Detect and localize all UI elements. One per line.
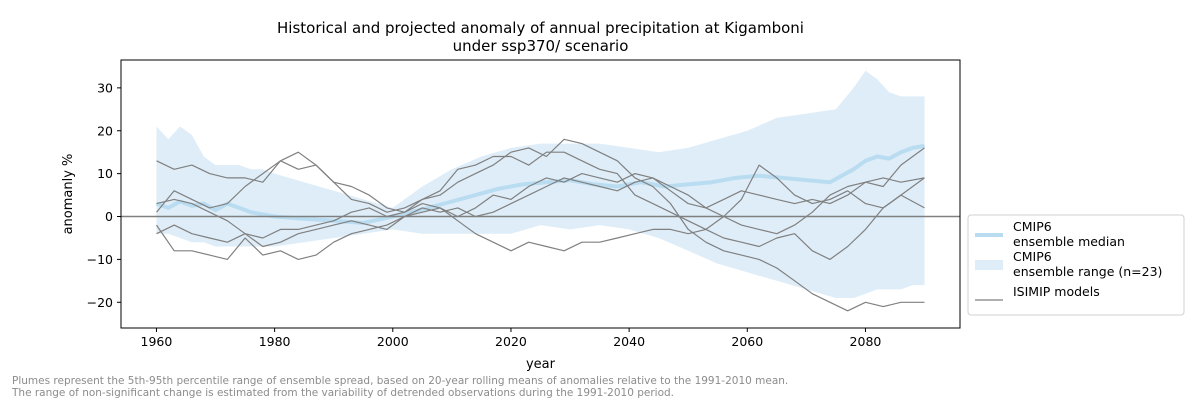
ensemble-median-line (155, 143, 925, 225)
x-axis-label: year (526, 357, 556, 372)
plot-area (121, 70, 960, 312)
legend-label-median-1: CMIP6 (1013, 219, 1052, 234)
legend-label-range-1: CMIP6 (1013, 249, 1052, 264)
footnote-line-1: Plumes represent the 5th-95th percentile… (12, 375, 789, 387)
chart-title: Historical and projected anomaly of annu… (277, 19, 804, 55)
y-tick-label-0: 0 (105, 209, 113, 224)
isimip-line-model-5 (156, 177, 925, 248)
legend-box (967, 214, 1185, 316)
isimip-line-model-2 (156, 151, 925, 230)
x-tick-label-1960: 1960 (141, 334, 173, 349)
x-tick-label-1980: 1980 (259, 334, 291, 349)
precipitation-anomaly-chart: Historical and projected anomaly of annu… (61, 19, 1185, 372)
y-tick-label--10: −10 (87, 252, 113, 267)
footnote-line-2: The range of non-significant change is e… (12, 387, 674, 399)
title-line-2: under ssp370/ scenario (453, 37, 629, 55)
axes-frame (120, 59, 961, 329)
x-tick-label-2040: 2040 (613, 334, 645, 349)
x-tick-label-2020: 2020 (495, 334, 527, 349)
x-tick-label-2080: 2080 (850, 334, 882, 349)
isimip-line-model-1 (156, 138, 925, 312)
legend-handle-range (975, 260, 1003, 270)
y-tick-label-10: 10 (97, 166, 113, 181)
legend-label-range-2: ensemble range (n=23) (1013, 264, 1162, 279)
axes: 1960 1980 2000 2020 2040 2060 2080 −20 −10 0 10 20 3… (61, 59, 961, 372)
title-line-1: Historical and projected anomaly of annu… (277, 19, 804, 37)
x-tick-label-2000: 2000 (377, 334, 409, 349)
legend-label-median-2: ensemble median (1013, 234, 1125, 249)
x-tick-label-2060: 2060 (731, 334, 763, 349)
isimip-line-model-3 (156, 177, 925, 260)
y-tick-label-30: 30 (97, 80, 113, 95)
isimip-line-model-4 (156, 147, 925, 239)
y-axis-label: anomanly % (61, 154, 76, 235)
y-tick-label-20: 20 (97, 123, 113, 138)
legend-label-isimip-1: ISIMIP models (1013, 284, 1100, 299)
y-tick-label--20: −20 (87, 295, 113, 310)
